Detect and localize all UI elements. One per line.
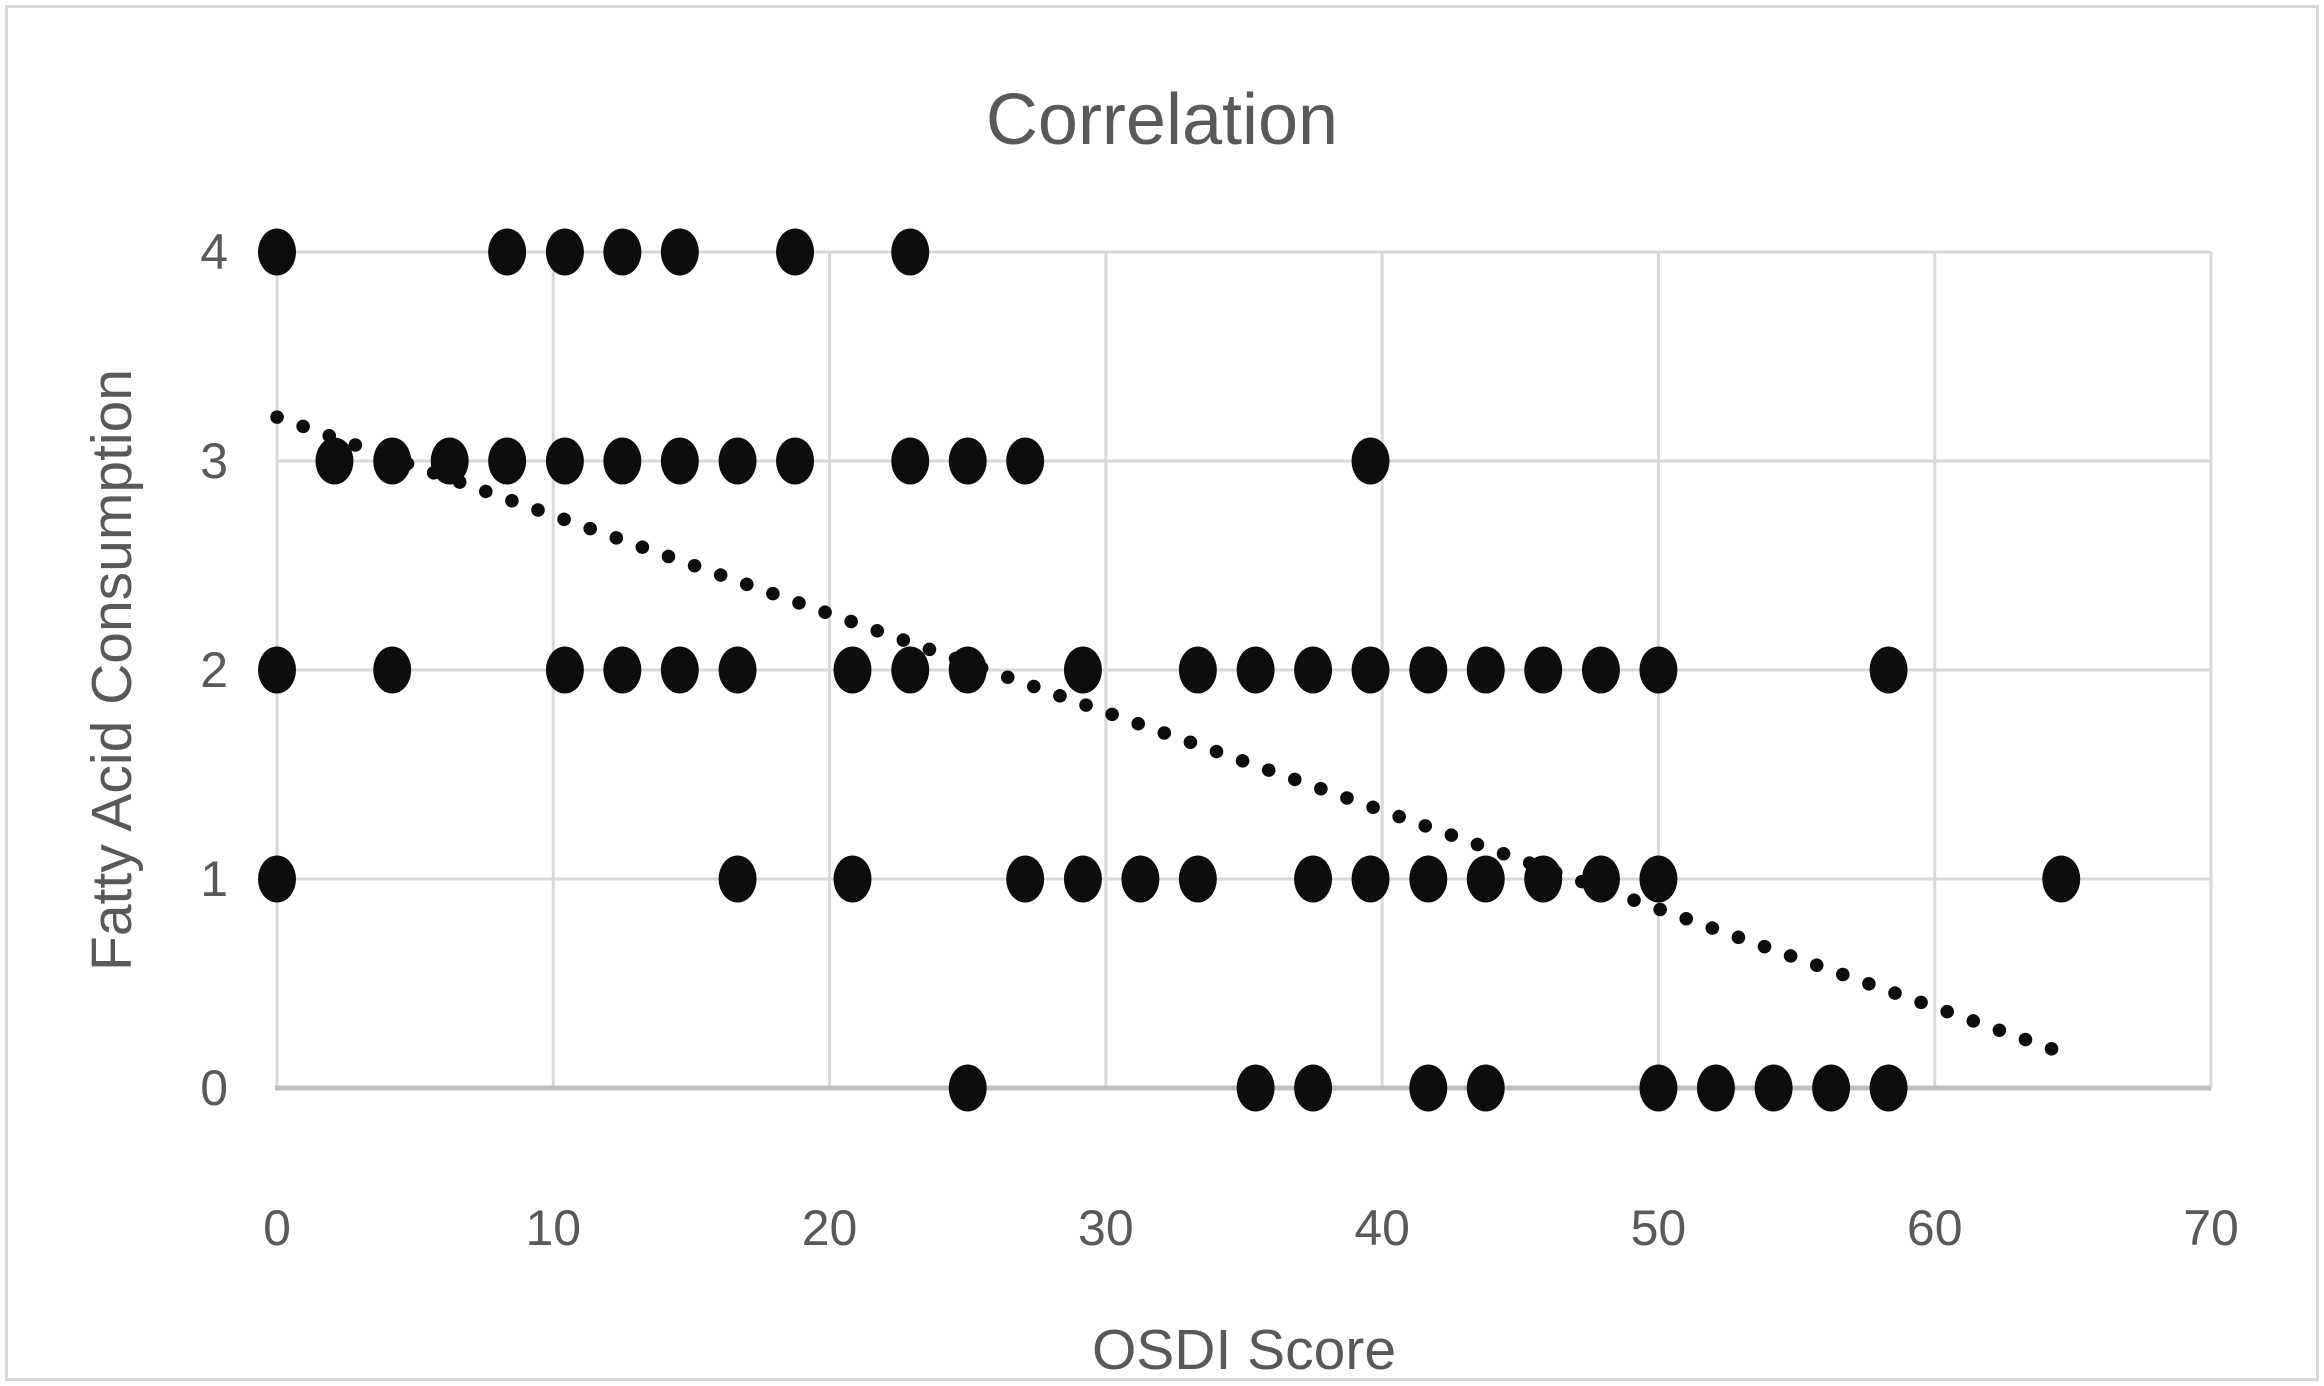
x-tick-label-60: 60: [1906, 1200, 1963, 1256]
data-point[interactable]: [718, 437, 757, 485]
data-point[interactable]: [891, 437, 930, 485]
data-point[interactable]: [1121, 855, 1160, 903]
data-point[interactable]: [948, 437, 987, 485]
data-point[interactable]: [258, 646, 296, 694]
y-tick-label-0: 0: [200, 1060, 228, 1116]
data-point[interactable]: [315, 437, 354, 485]
data-point[interactable]: [488, 228, 527, 276]
data-point[interactable]: [660, 228, 699, 276]
x-tick-label-0: 0: [263, 1200, 291, 1256]
data-point[interactable]: [718, 855, 757, 903]
y-tick-label-1: 1: [200, 851, 228, 907]
data-point[interactable]: [545, 437, 584, 485]
data-point[interactable]: [1409, 646, 1448, 694]
x-axis-title: OSDI Score: [1091, 1318, 1397, 1382]
x-tick-label-50: 50: [1630, 1200, 1687, 1256]
data-point[interactable]: [833, 646, 872, 694]
data-point[interactable]: [1006, 855, 1045, 903]
data-point[interactable]: [1466, 855, 1505, 903]
data-point[interactable]: [948, 1064, 987, 1112]
data-point[interactable]: [1696, 1064, 1735, 1112]
x-tick-label-10: 10: [525, 1200, 582, 1256]
data-point[interactable]: [1294, 855, 1333, 903]
data-point[interactable]: [1351, 855, 1390, 903]
data-point[interactable]: [1754, 1064, 1793, 1112]
y-tick-label-3: 3: [200, 433, 228, 489]
data-point[interactable]: [258, 228, 296, 276]
data-point[interactable]: [776, 437, 815, 485]
data-point[interactable]: [603, 228, 642, 276]
data-point[interactable]: [1351, 646, 1390, 694]
data-point[interactable]: [1178, 646, 1217, 694]
x-tick-label-20: 20: [801, 1200, 858, 1256]
data-point[interactable]: [948, 646, 987, 694]
data-point[interactable]: [545, 646, 584, 694]
data-point[interactable]: [1869, 1064, 1908, 1112]
data-point[interactable]: [1639, 646, 1678, 694]
x-tick-label-70: 70: [2183, 1200, 2239, 1256]
data-point[interactable]: [1466, 646, 1505, 694]
data-point[interactable]: [1178, 855, 1217, 903]
data-point[interactable]: [776, 228, 815, 276]
data-point[interactable]: [891, 646, 930, 694]
data-point[interactable]: [373, 646, 412, 694]
data-point[interactable]: [1639, 855, 1678, 903]
chart-title: Correlation: [985, 80, 1339, 160]
data-point[interactable]: [430, 437, 469, 485]
y-tick-label-2: 2: [200, 642, 228, 698]
data-point[interactable]: [1639, 1064, 1678, 1112]
data-point[interactable]: [1409, 1064, 1448, 1112]
data-point[interactable]: [1294, 646, 1333, 694]
data-point[interactable]: [718, 646, 757, 694]
data-point[interactable]: [1581, 646, 1620, 694]
data-point[interactable]: [1063, 855, 1102, 903]
data-point[interactable]: [1869, 646, 1908, 694]
data-point[interactable]: [1236, 646, 1275, 694]
data-point[interactable]: [1581, 855, 1620, 903]
y-tick-label-4: 4: [200, 224, 228, 280]
data-point[interactable]: [603, 646, 642, 694]
data-point[interactable]: [660, 646, 699, 694]
data-point[interactable]: [1812, 1064, 1851, 1112]
data-point[interactable]: [545, 228, 584, 276]
trendline-dotted[interactable]: [270, 410, 2069, 1060]
data-point[interactable]: [1409, 855, 1448, 903]
data-point[interactable]: [373, 437, 412, 485]
data-point[interactable]: [1236, 1064, 1275, 1112]
data-point[interactable]: [258, 855, 296, 903]
data-point[interactable]: [1351, 437, 1390, 485]
data-point[interactable]: [1063, 646, 1102, 694]
data-point[interactable]: [1294, 1064, 1333, 1112]
data-point[interactable]: [833, 855, 872, 903]
data-point[interactable]: [603, 437, 642, 485]
data-point[interactable]: [1524, 646, 1563, 694]
data-point[interactable]: [2042, 855, 2081, 903]
data-point[interactable]: [488, 437, 527, 485]
data-point[interactable]: [891, 228, 930, 276]
x-tick-label-30: 30: [1078, 1200, 1134, 1256]
data-point[interactable]: [660, 437, 699, 485]
data-point[interactable]: [1466, 1064, 1505, 1112]
x-tick-label-40: 40: [1354, 1200, 1410, 1256]
data-point[interactable]: [1524, 855, 1563, 903]
data-point[interactable]: [1006, 437, 1045, 485]
